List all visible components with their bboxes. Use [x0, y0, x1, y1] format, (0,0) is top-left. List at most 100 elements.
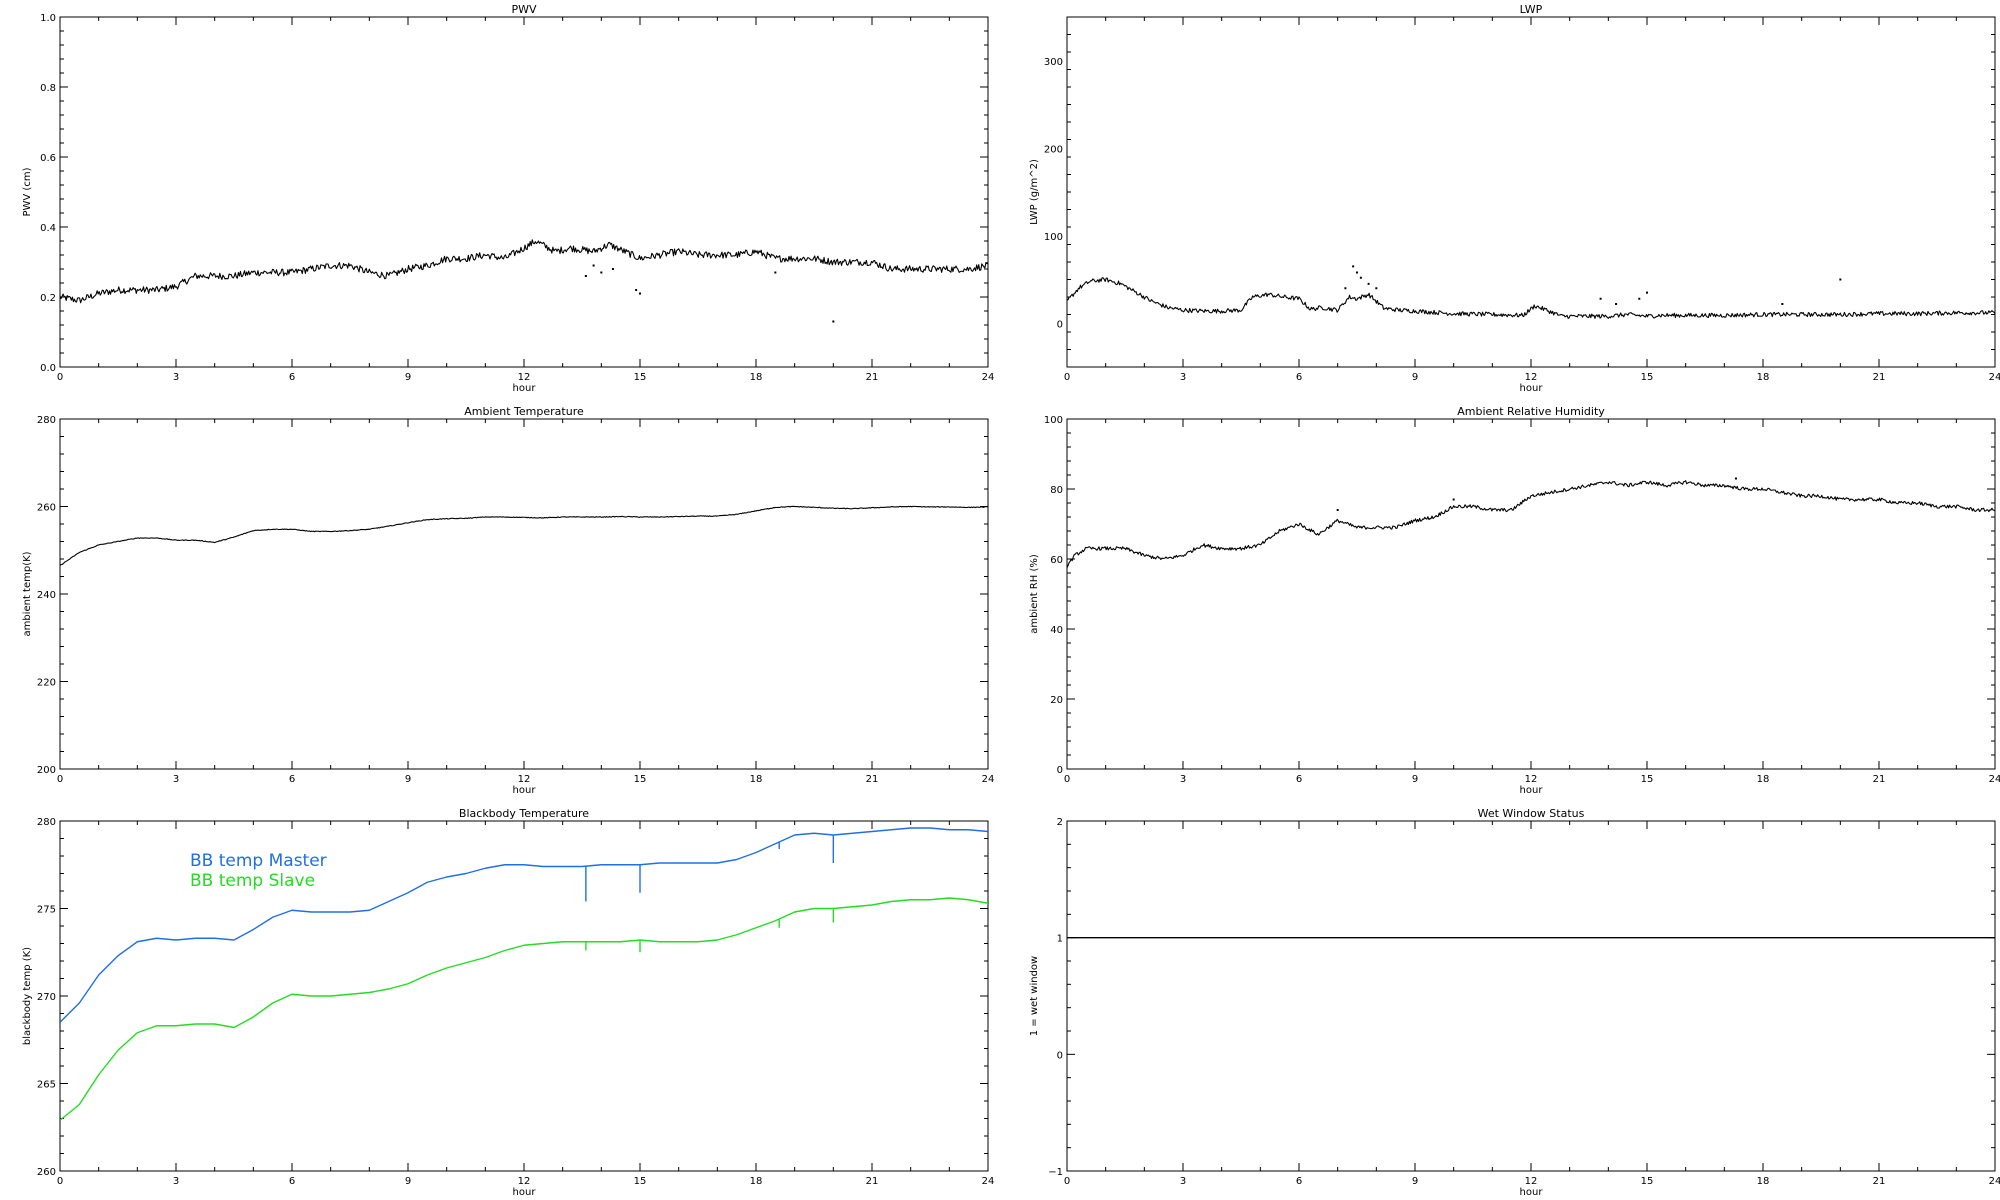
y-tick-label: 0.2 [40, 293, 56, 304]
y-axis-label: ambient temp(K) [22, 551, 33, 636]
x-tick-label: 9 [1412, 774, 1418, 785]
outlier-point [1452, 498, 1455, 501]
x-tick-label: 0 [1064, 1176, 1070, 1187]
chart-title: Wet Window Status [1478, 807, 1585, 820]
x-tick-label: 15 [634, 372, 647, 383]
plot-area [60, 827, 988, 1121]
series-line [1067, 480, 1995, 568]
outlier-point [1352, 265, 1355, 268]
x-tick-label: 24 [982, 774, 995, 785]
x-tick-label: 3 [173, 372, 179, 383]
x-tick-label: 21 [1873, 1176, 1886, 1187]
x-tick-label: 21 [866, 1176, 879, 1187]
x-tick-label: 21 [866, 774, 879, 785]
legend-entry: BB temp Slave [190, 871, 315, 891]
y-tick-label: 1 [1057, 934, 1063, 945]
plot-area [60, 505, 988, 566]
legend-entry: BB temp Master [190, 851, 327, 871]
y-tick-label: 40 [1050, 625, 1063, 636]
y-tick-label: 0.6 [40, 153, 56, 164]
series-line [1067, 277, 1995, 319]
x-tick-label: 12 [1525, 1176, 1538, 1187]
series-line [60, 897, 988, 1121]
x-tick-label: 18 [750, 774, 763, 785]
plot-frame [59, 16, 989, 368]
pwv-panel: PWV 0 3 6 9 12 15 18 21 24 hour 0.0 0.2 0.4 0.6 0.8 1.0 P… [22, 3, 994, 394]
chart-title: Ambient Temperature [464, 405, 584, 418]
outlier-point [1646, 291, 1648, 294]
x-tick-label: 12 [518, 1176, 531, 1187]
x-tick-label: 3 [1180, 372, 1186, 383]
ambient-temp-panel: Ambient Temperature 0 3 6 9 12 15 18 21 24 hour 200… [22, 405, 994, 796]
outlier-point [635, 289, 638, 291]
y-tick-label: 0.8 [40, 83, 56, 94]
outlier-point [1344, 287, 1347, 290]
x-tick-label: 0 [57, 774, 63, 785]
plot-frame [1066, 820, 1996, 1172]
x-tick-label: 18 [1757, 774, 1770, 785]
x-tick-label: 12 [518, 774, 531, 785]
blackbody-temp-panel: Blackbody Temperature 0 3 6 9 12 15 18 21 24 hour 2… [22, 807, 994, 1198]
outlier-point [600, 271, 603, 274]
outlier-point [832, 320, 835, 323]
x-tick-label: 9 [1412, 372, 1418, 383]
plot-frame [1066, 418, 1996, 770]
y-tick-label: 60 [1050, 555, 1063, 566]
x-tick-label: 9 [405, 1176, 411, 1187]
y-tick-label: 1.0 [40, 13, 56, 24]
series-line [60, 239, 988, 304]
x-tick-label: 18 [1757, 372, 1770, 383]
y-tick-label: −1 [1048, 1167, 1063, 1178]
y-tick-label: 300 [1044, 57, 1063, 68]
y-axis-label: 1 = wet window [1029, 956, 1040, 1036]
outlier-point [1781, 303, 1784, 305]
y-tick-label: 0.4 [40, 223, 56, 234]
x-tick-label: 6 [1296, 774, 1302, 785]
plot-area [60, 239, 988, 323]
x-tick-label: 0 [1064, 372, 1070, 383]
x-tick-label: 12 [1525, 372, 1538, 383]
chart-title: Blackbody Temperature [459, 807, 589, 820]
x-tick-label: 21 [866, 372, 879, 383]
x-tick-label: 3 [1180, 1176, 1186, 1187]
outlier-point [1638, 297, 1641, 300]
y-tick-label: 260 [37, 503, 56, 514]
outlier-point [1359, 276, 1362, 279]
y-tick-label: 265 [37, 1080, 56, 1091]
x-tick-label: 18 [1757, 1176, 1770, 1187]
x-tick-label: 6 [1296, 1176, 1302, 1187]
outlier-point [592, 264, 595, 267]
y-tick-label: 20 [1050, 695, 1063, 706]
x-tick-label: 12 [1525, 774, 1538, 785]
x-tick-label: 0 [57, 372, 63, 383]
outlier-point [639, 292, 641, 295]
x-axis-label: hour [1520, 1187, 1544, 1198]
outlier-point [1599, 297, 1602, 300]
y-axis-label: PWV (cm) [22, 167, 33, 216]
y-tick-label: 0 [1057, 319, 1063, 330]
x-tick-label: 15 [1641, 1176, 1654, 1187]
y-axis-label: ambient RH (%) [1029, 554, 1040, 634]
outlier-point [1839, 278, 1842, 281]
y-tick-label: 200 [1044, 144, 1063, 155]
chart-title: Ambient Relative Humidity [1457, 405, 1605, 418]
y-tick-label: 220 [37, 678, 56, 689]
x-tick-label: 6 [289, 1176, 295, 1187]
x-tick-label: 18 [750, 1176, 763, 1187]
x-tick-label: 6 [289, 774, 295, 785]
x-tick-label: 24 [982, 1176, 995, 1187]
x-tick-label: 24 [982, 372, 995, 383]
y-tick-label: 260 [37, 1167, 56, 1178]
x-tick-label: 3 [173, 1176, 179, 1187]
plot-frame [59, 418, 989, 770]
x-tick-label: 0 [57, 1176, 63, 1187]
x-tick-label: 18 [750, 372, 763, 383]
x-tick-label: 15 [1641, 372, 1654, 383]
chart-title: LWP [1520, 3, 1543, 16]
outlier-point [1375, 287, 1378, 290]
y-tick-label: 200 [37, 765, 56, 776]
x-tick-label: 3 [173, 774, 179, 785]
outlier-point [1367, 282, 1370, 285]
